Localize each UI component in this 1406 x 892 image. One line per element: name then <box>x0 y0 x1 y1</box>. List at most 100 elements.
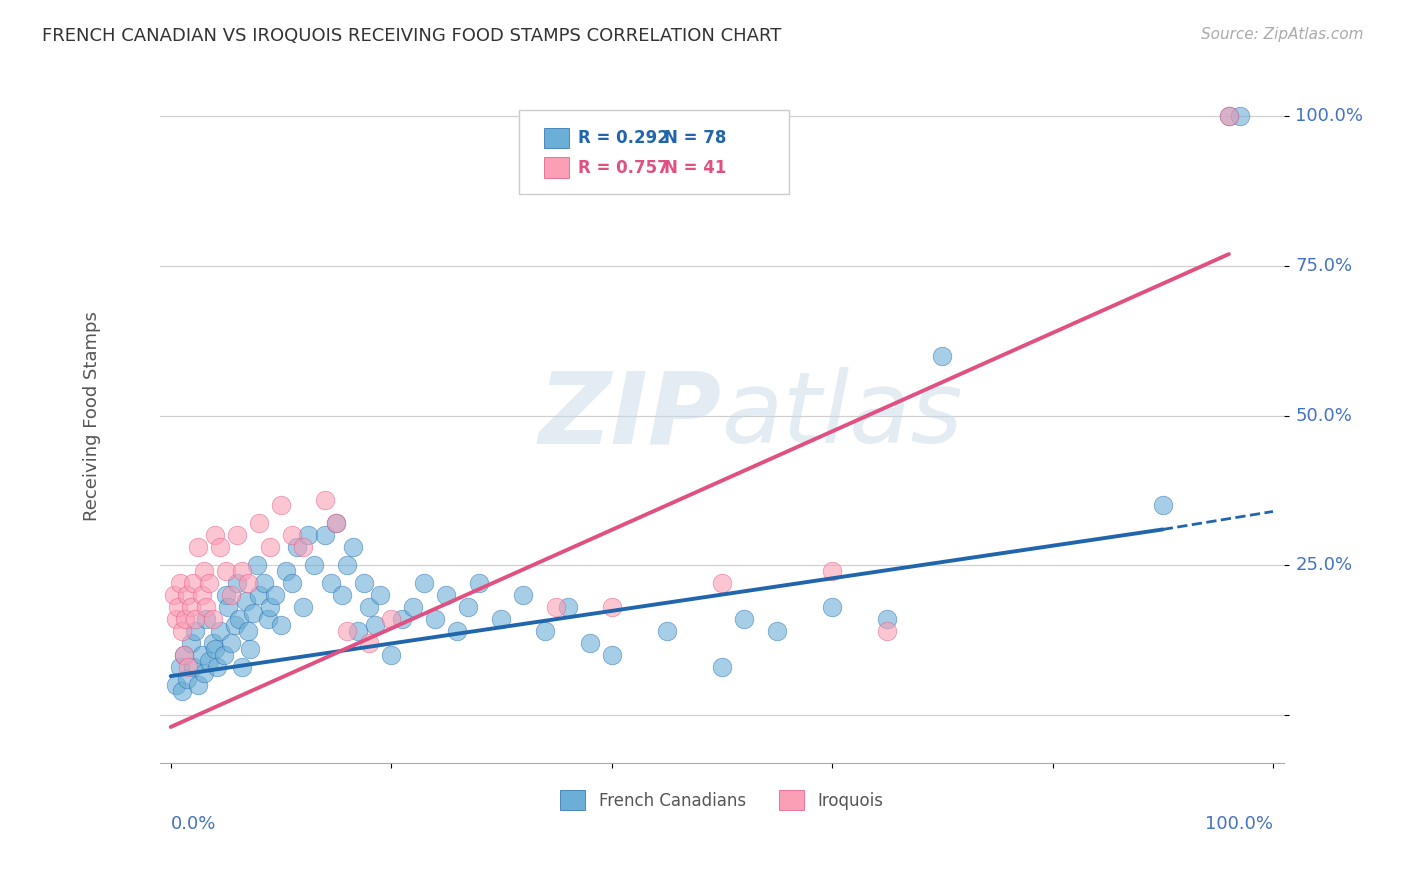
Point <box>342 541 364 555</box>
Point <box>600 600 623 615</box>
FancyBboxPatch shape <box>544 157 569 178</box>
Point <box>167 600 190 615</box>
Point <box>287 541 309 555</box>
Point <box>253 576 276 591</box>
Point <box>413 576 436 591</box>
Text: 100.0%: 100.0% <box>1295 107 1364 126</box>
Point <box>165 612 187 626</box>
Point <box>231 565 253 579</box>
Point <box>353 576 375 591</box>
Point <box>491 612 513 626</box>
Point <box>319 576 342 591</box>
Point <box>380 612 402 626</box>
Point <box>194 600 217 615</box>
Point <box>180 600 202 615</box>
Point <box>173 648 195 662</box>
Point <box>224 618 246 632</box>
Point <box>391 612 413 626</box>
Point <box>368 588 391 602</box>
Point <box>247 516 270 531</box>
Point <box>204 528 226 542</box>
Text: ZIP: ZIP <box>538 368 721 464</box>
Text: R = 0.292: R = 0.292 <box>578 129 669 147</box>
Text: 100.0%: 100.0% <box>1205 815 1272 833</box>
Point <box>314 528 336 542</box>
Text: Source: ZipAtlas.com: Source: ZipAtlas.com <box>1201 27 1364 42</box>
Point <box>434 588 457 602</box>
Point <box>457 600 479 615</box>
Point <box>193 565 215 579</box>
Point <box>359 636 381 650</box>
Text: FRENCH CANADIAN VS IROQUOIS RECEIVING FOOD STAMPS CORRELATION CHART: FRENCH CANADIAN VS IROQUOIS RECEIVING FO… <box>42 27 782 45</box>
Point <box>557 600 579 615</box>
Point <box>446 624 468 639</box>
Point <box>766 624 789 639</box>
Point <box>193 666 215 681</box>
Point <box>187 678 209 692</box>
Point <box>180 636 202 650</box>
Point <box>247 588 270 602</box>
Point <box>169 576 191 591</box>
Point <box>876 612 898 626</box>
Point <box>173 648 195 662</box>
Point <box>176 588 198 602</box>
Point <box>209 624 232 639</box>
Point <box>302 558 325 573</box>
Point <box>270 499 292 513</box>
Point <box>184 612 207 626</box>
Point <box>402 600 425 615</box>
Point <box>534 624 557 639</box>
Point <box>235 594 257 608</box>
Text: N = 78: N = 78 <box>665 129 727 147</box>
Point <box>198 576 221 591</box>
Point <box>236 624 259 639</box>
Point <box>259 541 281 555</box>
Point <box>359 600 381 615</box>
Point <box>1218 110 1240 124</box>
Text: Receiving Food Stamps: Receiving Food Stamps <box>83 310 101 521</box>
Point <box>347 624 370 639</box>
Point <box>363 618 385 632</box>
Point <box>209 541 232 555</box>
Point <box>710 576 733 591</box>
Point <box>336 558 359 573</box>
Point <box>163 588 186 602</box>
Point <box>291 541 314 555</box>
Point <box>228 612 250 626</box>
Point <box>165 678 187 692</box>
Point <box>205 660 228 674</box>
Point <box>239 642 262 657</box>
Point <box>1218 110 1240 124</box>
FancyBboxPatch shape <box>519 111 789 194</box>
Text: 25.0%: 25.0% <box>1295 557 1353 574</box>
Point <box>281 528 304 542</box>
Point <box>174 612 197 626</box>
Point <box>194 612 217 626</box>
FancyBboxPatch shape <box>544 128 569 148</box>
Point <box>330 588 353 602</box>
Point <box>578 636 600 650</box>
Point <box>177 660 200 674</box>
Point <box>201 636 224 650</box>
Point <box>170 624 193 639</box>
Point <box>931 349 953 363</box>
Legend: French Canadians, Iroquois: French Canadians, Iroquois <box>554 783 890 817</box>
Point <box>212 648 235 662</box>
Point <box>246 558 269 573</box>
Point <box>198 654 221 668</box>
Point <box>201 612 224 626</box>
Point <box>821 565 844 579</box>
Text: 50.0%: 50.0% <box>1295 407 1353 425</box>
Text: R = 0.757: R = 0.757 <box>578 159 669 177</box>
Point <box>270 618 292 632</box>
Point <box>225 528 247 542</box>
Point <box>710 660 733 674</box>
Point <box>256 612 278 626</box>
Point <box>291 600 314 615</box>
Point <box>821 600 844 615</box>
Point <box>169 660 191 674</box>
Point <box>181 576 204 591</box>
Point <box>325 516 347 531</box>
Text: 0.0%: 0.0% <box>170 815 217 833</box>
Point <box>221 636 243 650</box>
